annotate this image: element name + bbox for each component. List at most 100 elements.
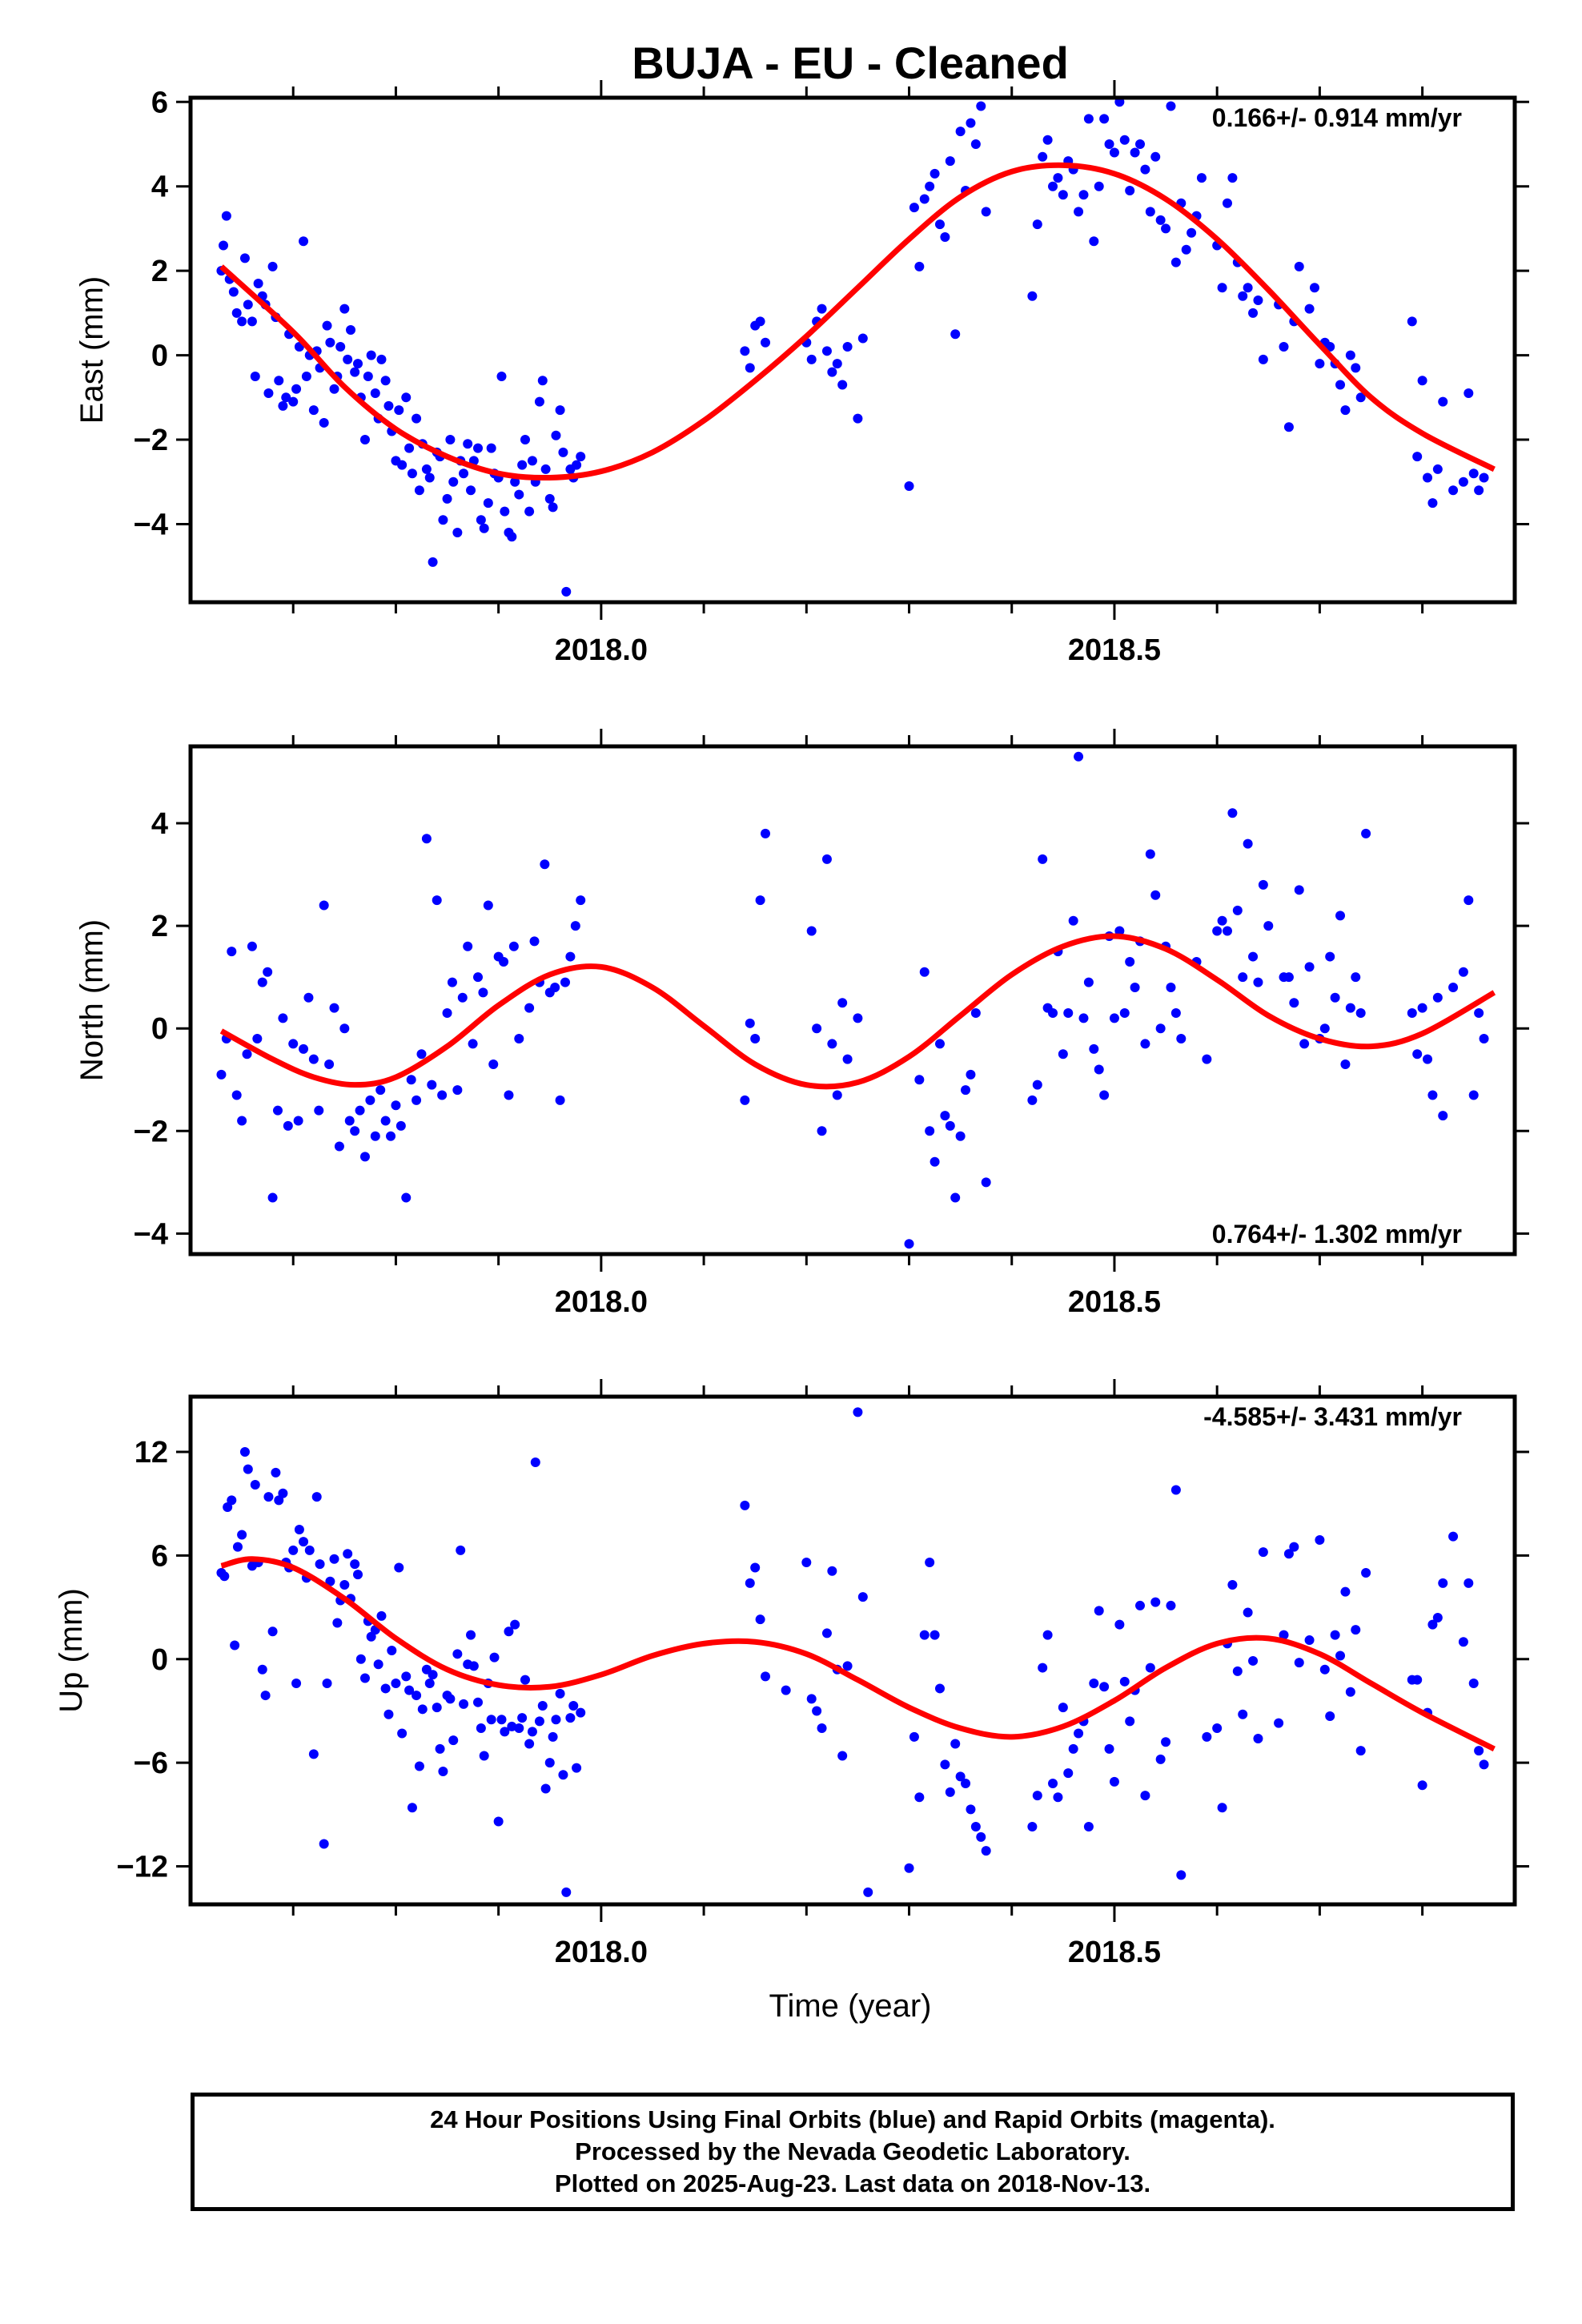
east-data-point bbox=[299, 236, 309, 247]
up-data-point bbox=[1176, 1870, 1186, 1880]
east-data-point bbox=[412, 413, 422, 424]
up-data-point bbox=[930, 1630, 940, 1640]
north-data-point bbox=[1038, 854, 1048, 864]
up-data-point bbox=[1315, 1534, 1325, 1545]
north-data-point bbox=[401, 1192, 412, 1203]
east-data-point bbox=[452, 528, 463, 538]
east-data-point bbox=[380, 376, 391, 386]
up-data-point bbox=[1279, 1630, 1289, 1640]
east-data-point bbox=[445, 435, 456, 445]
up-rate-label: -4.585+/- 3.431 mm/yr bbox=[1203, 1402, 1462, 1431]
north-plot-frame bbox=[188, 744, 1517, 1256]
north-data-point bbox=[508, 941, 519, 951]
north-data-point bbox=[966, 1069, 976, 1080]
north-data-point bbox=[1048, 1008, 1058, 1019]
up-data-point bbox=[842, 1661, 853, 1671]
east-data-point bbox=[397, 460, 408, 470]
north-data-point bbox=[945, 1120, 955, 1131]
north-data-point bbox=[755, 895, 765, 906]
north-data-point bbox=[242, 1049, 252, 1059]
north-points bbox=[216, 751, 1489, 1249]
up-data-point bbox=[304, 1545, 315, 1555]
up-data-point bbox=[934, 1683, 945, 1694]
east-data-point bbox=[919, 194, 930, 204]
up-data-point bbox=[1119, 1676, 1130, 1687]
east-x-tick-label: 2018.5 bbox=[1068, 633, 1161, 667]
north-data-point bbox=[1145, 849, 1155, 859]
up-data-point bbox=[1448, 1531, 1459, 1542]
up-data-point bbox=[1283, 1549, 1294, 1559]
east-data-point bbox=[329, 384, 339, 394]
east-data-point bbox=[1130, 147, 1140, 158]
east-data-point bbox=[1083, 114, 1094, 124]
east-data-point bbox=[301, 371, 311, 381]
north-panel: 2018.0 2018.5 −4 −2 0 2 4 North (mm) 0.764+/- 1.… bbox=[74, 729, 1529, 1319]
north-rate-label: 0.764+/- 1.302 mm/yr bbox=[1212, 1220, 1462, 1248]
east-data-point bbox=[837, 380, 848, 390]
east-data-point bbox=[243, 300, 253, 310]
north-data-point bbox=[761, 828, 771, 838]
east-data-point bbox=[463, 439, 473, 449]
east-data-point bbox=[857, 333, 868, 344]
chart-title: BUJA - EU - Cleaned bbox=[632, 38, 1069, 88]
up-data-point bbox=[1145, 1663, 1155, 1673]
north-data-point bbox=[314, 1105, 324, 1116]
north-data-point bbox=[1089, 1043, 1099, 1054]
east-data-point bbox=[740, 346, 750, 356]
up-data-point bbox=[530, 1457, 540, 1467]
east-data-point bbox=[319, 417, 329, 428]
up-data-point bbox=[504, 1626, 514, 1637]
north-data-point bbox=[565, 951, 576, 962]
up-data-point bbox=[537, 1701, 548, 1711]
east-data-point bbox=[424, 472, 435, 483]
footer-line-2: Processed by the Nevada Geodetic Laborat… bbox=[575, 2137, 1130, 2165]
north-data-point bbox=[324, 1059, 335, 1070]
north-data-point bbox=[442, 1008, 452, 1019]
north-data-point bbox=[452, 1085, 463, 1096]
north-data-point bbox=[1166, 982, 1176, 992]
up-data-point bbox=[945, 1787, 955, 1797]
up-data-point bbox=[274, 1495, 284, 1506]
north-data-point bbox=[447, 977, 457, 987]
up-data-point bbox=[1048, 1779, 1058, 1789]
footer-line-3: Plotted on 2025-Aug-23. Last data on 201… bbox=[554, 2169, 1151, 2197]
up-data-point bbox=[417, 1704, 428, 1715]
east-data-point bbox=[1448, 485, 1459, 496]
east-data-point bbox=[1227, 173, 1238, 183]
up-data-point bbox=[319, 1839, 329, 1849]
north-y-axis-label: North (mm) bbox=[74, 919, 110, 1081]
north-data-point bbox=[473, 972, 484, 983]
north-data-point bbox=[380, 1116, 391, 1126]
north-data-point bbox=[483, 900, 493, 911]
north-data-point bbox=[1427, 1090, 1438, 1100]
up-data-point bbox=[812, 1706, 822, 1716]
east-data-point bbox=[442, 493, 452, 504]
up-plot-frame bbox=[188, 1394, 1517, 1907]
north-data-point bbox=[370, 1131, 380, 1141]
east-data-point bbox=[940, 231, 950, 242]
north-data-point bbox=[468, 1039, 478, 1049]
up-data-point bbox=[486, 1715, 496, 1725]
east-data-point bbox=[955, 127, 966, 137]
up-data-point bbox=[1325, 1711, 1335, 1721]
up-data-point bbox=[1227, 1580, 1238, 1590]
east-data-point bbox=[914, 261, 925, 271]
up-data-point bbox=[380, 1683, 391, 1694]
east-data-point bbox=[755, 316, 765, 327]
north-data-point bbox=[930, 1156, 940, 1167]
north-data-point bbox=[961, 1085, 971, 1096]
east-data-point bbox=[544, 493, 555, 504]
up-data-point bbox=[383, 1709, 394, 1719]
north-data-point bbox=[1340, 1059, 1351, 1070]
east-data-point bbox=[904, 481, 914, 492]
east-data-point bbox=[827, 367, 837, 377]
east-data-point bbox=[376, 354, 387, 364]
north-data-point bbox=[303, 992, 314, 1003]
east-data-point bbox=[745, 363, 755, 373]
east-data-point bbox=[1150, 151, 1161, 162]
up-data-point bbox=[1412, 1675, 1423, 1685]
east-data-point bbox=[817, 304, 827, 314]
up-data-point bbox=[551, 1715, 561, 1725]
north-data-point bbox=[355, 1105, 365, 1116]
